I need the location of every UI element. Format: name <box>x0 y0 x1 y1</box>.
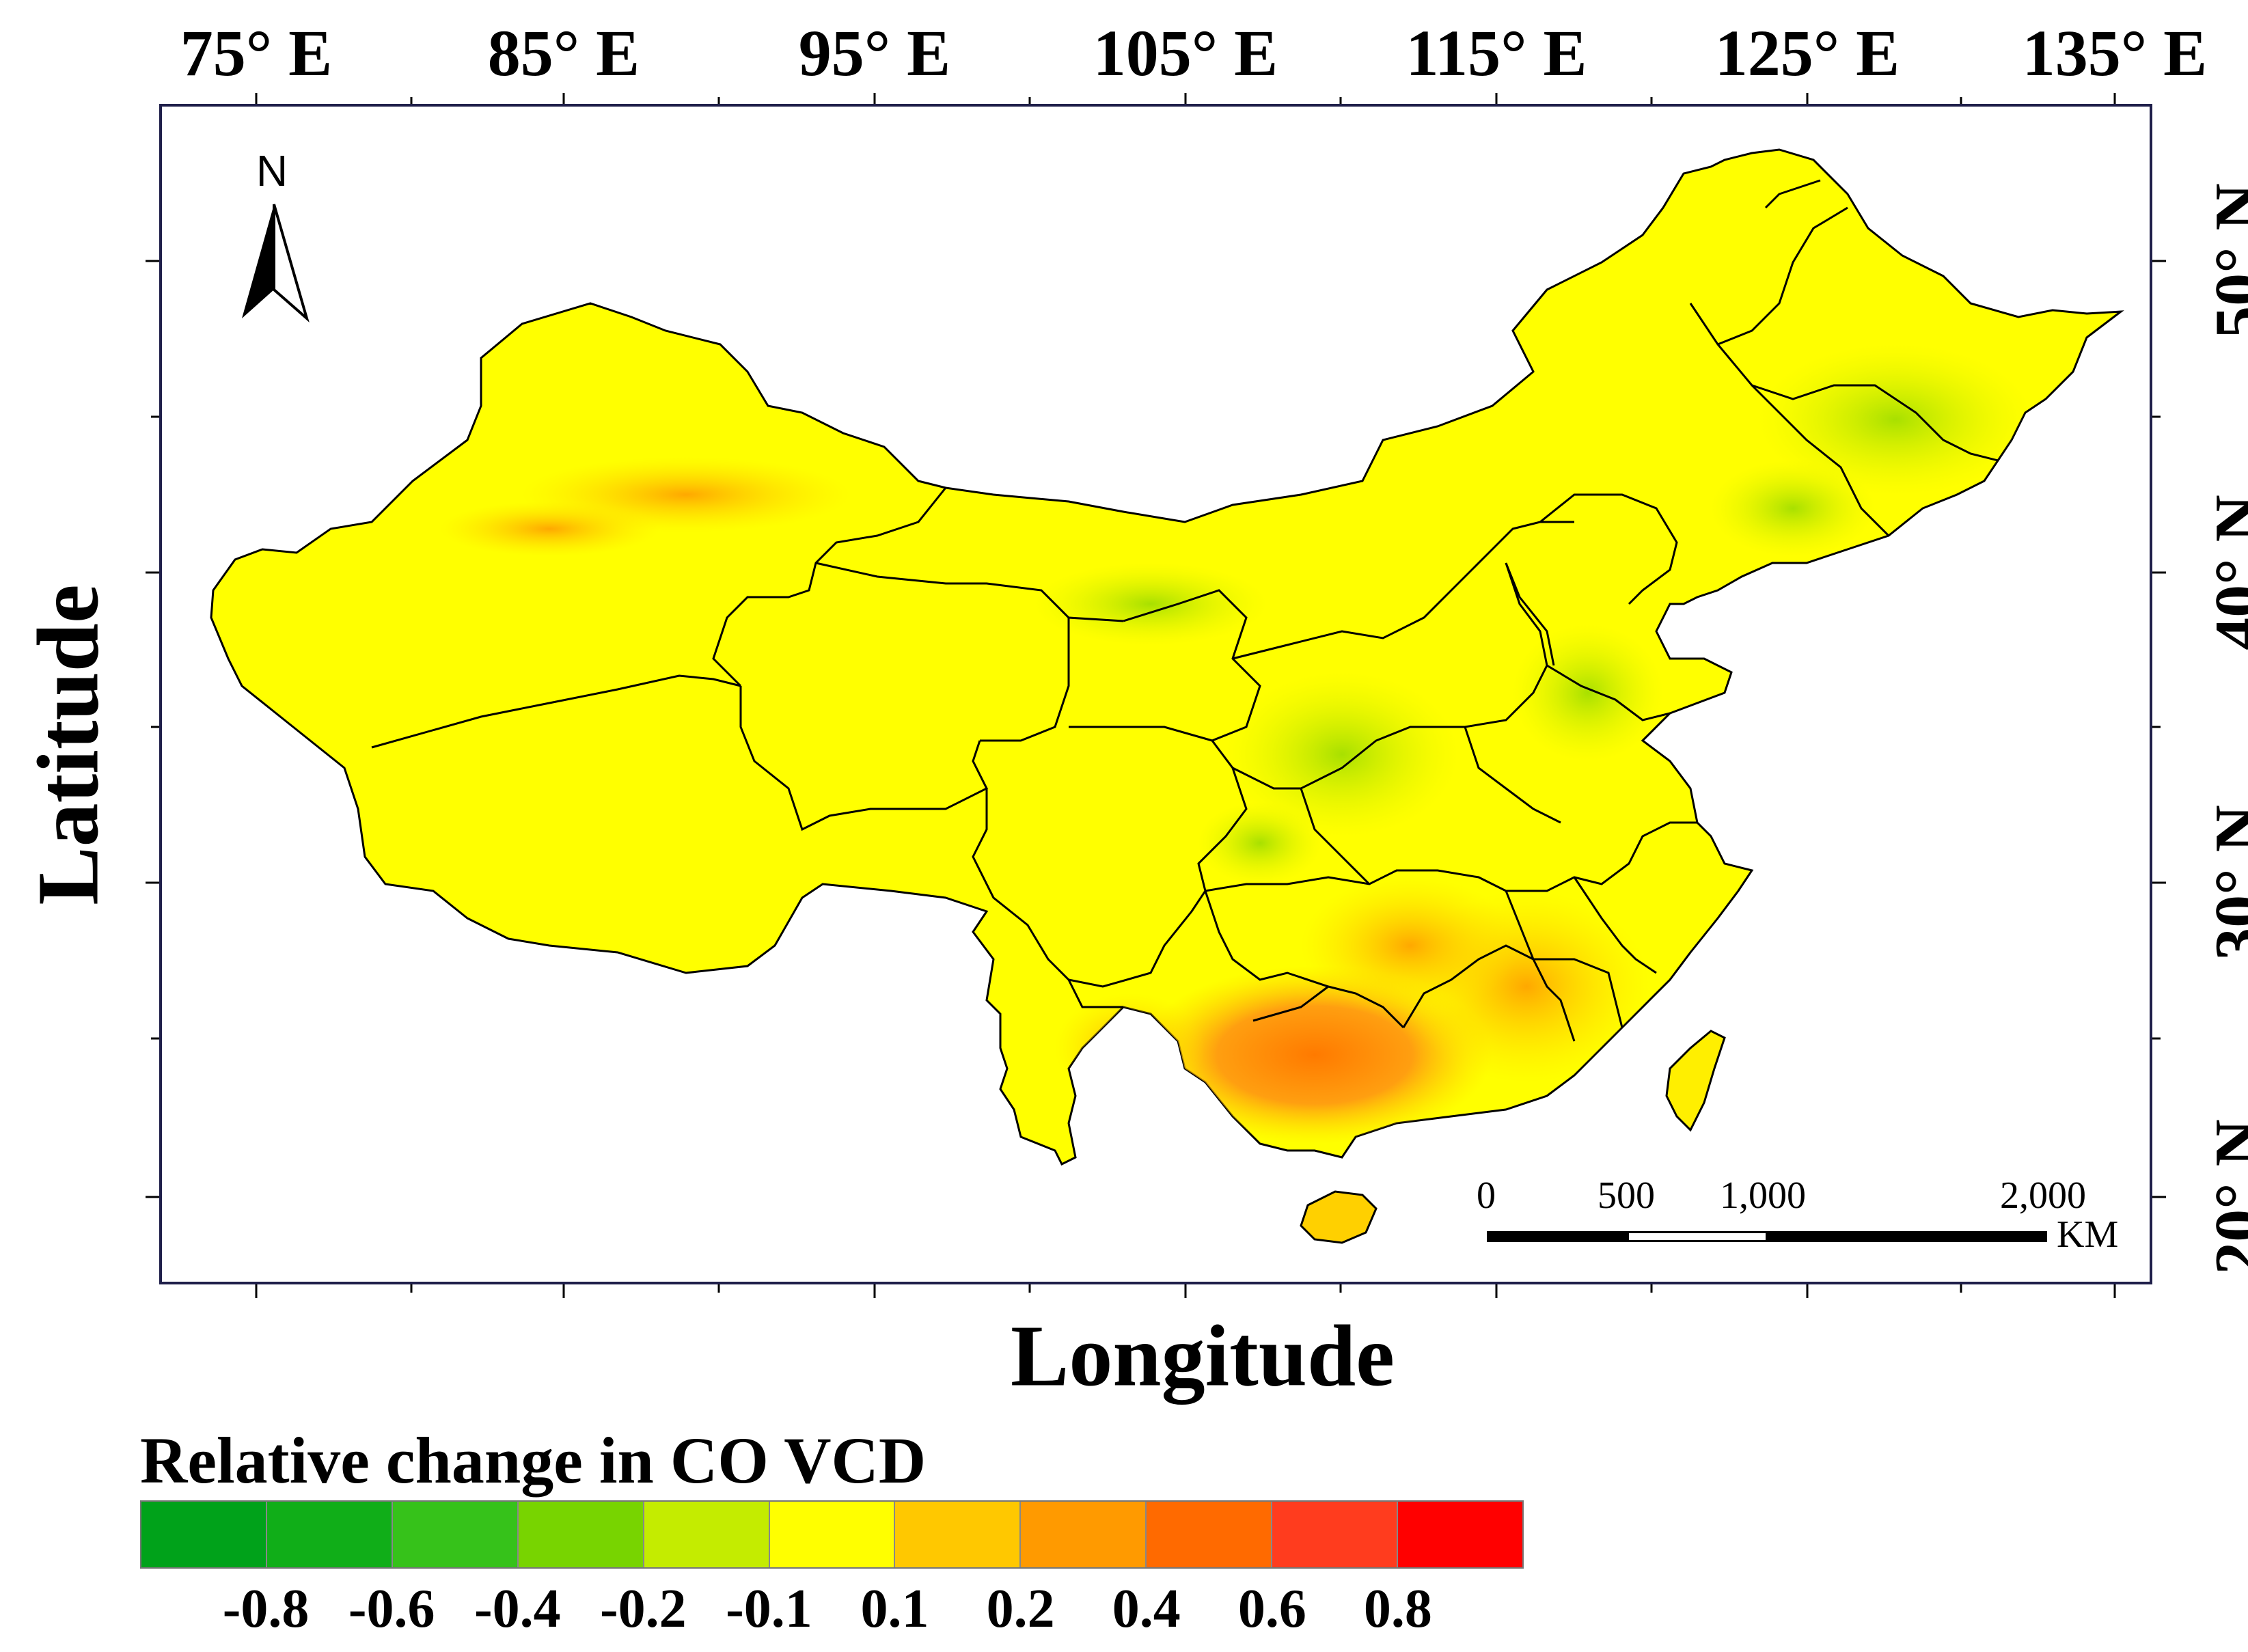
scale-label-1000: 1,000 <box>1720 1174 1806 1217</box>
legend-tick-label: -0.6 <box>348 1579 435 1639</box>
legend-swatch <box>895 1502 1022 1567</box>
legend-swatch <box>518 1502 644 1567</box>
legend-colorbar <box>140 1500 1524 1569</box>
map-frame <box>159 104 2152 1284</box>
legend-tick-label: -0.4 <box>474 1579 561 1639</box>
north-arrow-label: N <box>256 146 288 195</box>
lon-label-125e: 125° E <box>1714 16 1900 90</box>
north-arrow-icon <box>242 204 310 322</box>
china-mainland <box>210 148 2124 1166</box>
longitude-axis-title: Longitude <box>1011 1307 1395 1405</box>
legend-swatch <box>769 1502 896 1567</box>
province-boundaries <box>371 179 1999 1042</box>
legend-title: Relative change in CO VCD <box>140 1424 927 1497</box>
legend-swatch <box>644 1502 770 1567</box>
legend-tick-label: 0.6 <box>1237 1579 1306 1639</box>
legend-tick-label: 0.4 <box>1112 1579 1181 1639</box>
legend-swatch <box>1398 1502 1522 1567</box>
scale-unit: KM <box>2057 1213 2119 1256</box>
legend-swatch <box>266 1502 393 1567</box>
scale-label-2000: 2,000 <box>2000 1174 2086 1217</box>
legend-tick-label: -0.8 <box>222 1579 310 1639</box>
legend-tick-label: -0.1 <box>726 1579 812 1639</box>
legend-tick-label: 0.1 <box>860 1579 929 1639</box>
lon-label-105e: 105° E <box>1093 16 1278 90</box>
legend-tick-label: 0.2 <box>986 1579 1055 1639</box>
latitude-axis-title: Latitude <box>19 584 117 905</box>
legend-tick-label: -0.2 <box>600 1579 687 1639</box>
scale-label-0: 0 <box>1477 1174 1496 1217</box>
legend-swatch <box>1147 1502 1273 1567</box>
lon-label-135e: 135° E <box>2022 16 2208 90</box>
lon-label-95e: 95° E <box>798 16 951 90</box>
lon-label-75e: 75° E <box>180 16 333 90</box>
taiwan-island <box>1665 1030 1726 1132</box>
hainan-island <box>1300 1190 1377 1244</box>
legend-swatch <box>141 1502 267 1567</box>
legend-swatch <box>1272 1502 1399 1567</box>
legend-tick-label: 0.8 <box>1363 1579 1432 1639</box>
lon-label-85e: 85° E <box>487 16 640 90</box>
legend-swatch <box>1021 1502 1147 1567</box>
lon-label-115e: 115° E <box>1406 16 1587 90</box>
china-map <box>210 148 2124 1244</box>
legend-swatch <box>392 1502 519 1567</box>
scale-label-500: 500 <box>1598 1174 1655 1217</box>
scale-bar <box>1487 1231 2047 1242</box>
